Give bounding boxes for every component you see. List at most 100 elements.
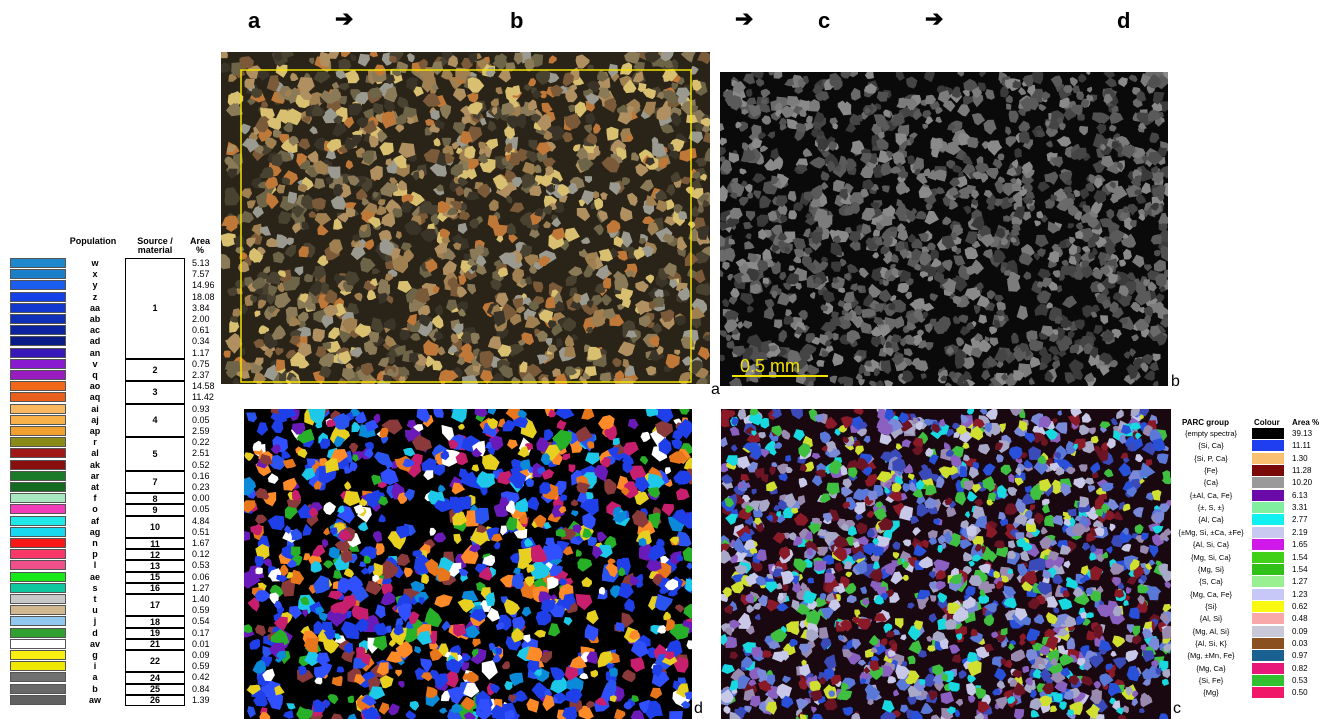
particle (757, 102, 771, 113)
particle (818, 130, 825, 137)
particle (1143, 370, 1155, 381)
particle (372, 530, 383, 543)
particle (912, 109, 923, 121)
particle (440, 450, 450, 461)
particle (402, 106, 417, 120)
particle (849, 192, 864, 205)
particle (1128, 607, 1140, 620)
particle (1123, 351, 1131, 359)
particle (1119, 530, 1133, 544)
particle (529, 185, 542, 197)
particle (701, 124, 710, 133)
particle (615, 250, 628, 261)
particle (430, 213, 440, 226)
particle (907, 155, 916, 165)
particle (952, 165, 963, 173)
particle (289, 335, 301, 346)
particle (667, 143, 675, 151)
particle (880, 360, 892, 375)
particle (398, 366, 410, 377)
particle (264, 176, 279, 190)
particle (872, 561, 880, 570)
particle (485, 592, 496, 607)
particle (1159, 316, 1168, 328)
particle (492, 174, 509, 191)
particle (762, 277, 770, 285)
particle (446, 207, 458, 216)
particle (746, 604, 755, 614)
particle (502, 419, 516, 432)
particle (451, 482, 466, 495)
particle (333, 115, 343, 125)
particle (1118, 317, 1128, 325)
particle (450, 333, 459, 344)
particle (840, 416, 853, 429)
particle (680, 52, 696, 63)
particle (844, 227, 852, 234)
particle (1122, 705, 1129, 714)
particle (866, 528, 875, 538)
particle (373, 413, 381, 424)
particle (467, 158, 479, 170)
particle (1049, 540, 1058, 547)
particle (333, 435, 345, 448)
particle (607, 558, 616, 565)
particle (1061, 335, 1073, 346)
particle (551, 227, 566, 241)
particle (1099, 649, 1107, 655)
particle (565, 688, 583, 704)
particle (252, 277, 267, 290)
particle (676, 418, 692, 439)
particle (644, 52, 662, 63)
particle (1060, 318, 1071, 329)
particle (291, 205, 305, 218)
particle (430, 110, 440, 121)
particle (740, 473, 750, 482)
particle (440, 690, 451, 702)
particle (1080, 565, 1089, 576)
particle (397, 96, 409, 110)
particle (957, 72, 965, 77)
particle (963, 454, 970, 462)
particle (329, 612, 345, 627)
particle (970, 628, 978, 637)
particle (997, 176, 1006, 184)
particle (844, 561, 852, 570)
particle (613, 236, 624, 248)
particle (948, 371, 957, 379)
particle (1152, 187, 1161, 198)
particle (344, 481, 352, 491)
particle (308, 280, 323, 297)
particle (758, 228, 768, 240)
particle (478, 141, 486, 150)
particle (1149, 544, 1159, 558)
particle (240, 210, 255, 224)
particle (1047, 118, 1061, 130)
particle (752, 603, 761, 610)
particle (654, 593, 673, 611)
particle (585, 94, 599, 105)
particle (941, 259, 953, 272)
particle (1111, 141, 1120, 149)
particle (585, 326, 593, 334)
particle (1090, 200, 1103, 214)
particle (931, 147, 941, 158)
particle (1019, 189, 1027, 197)
region-of-interest-frame (240, 69, 692, 383)
particle (1067, 223, 1075, 229)
particle (497, 344, 512, 357)
particle (895, 443, 903, 450)
particle (371, 562, 383, 578)
particle (328, 88, 342, 102)
particle (904, 348, 913, 357)
particle (509, 202, 525, 213)
particle (1133, 175, 1142, 184)
particle (284, 89, 292, 98)
particle (685, 578, 692, 592)
particle (562, 131, 573, 143)
particle (850, 87, 861, 101)
particle (751, 560, 763, 572)
particle (1081, 260, 1090, 268)
particle (679, 149, 692, 162)
particle (901, 370, 914, 383)
